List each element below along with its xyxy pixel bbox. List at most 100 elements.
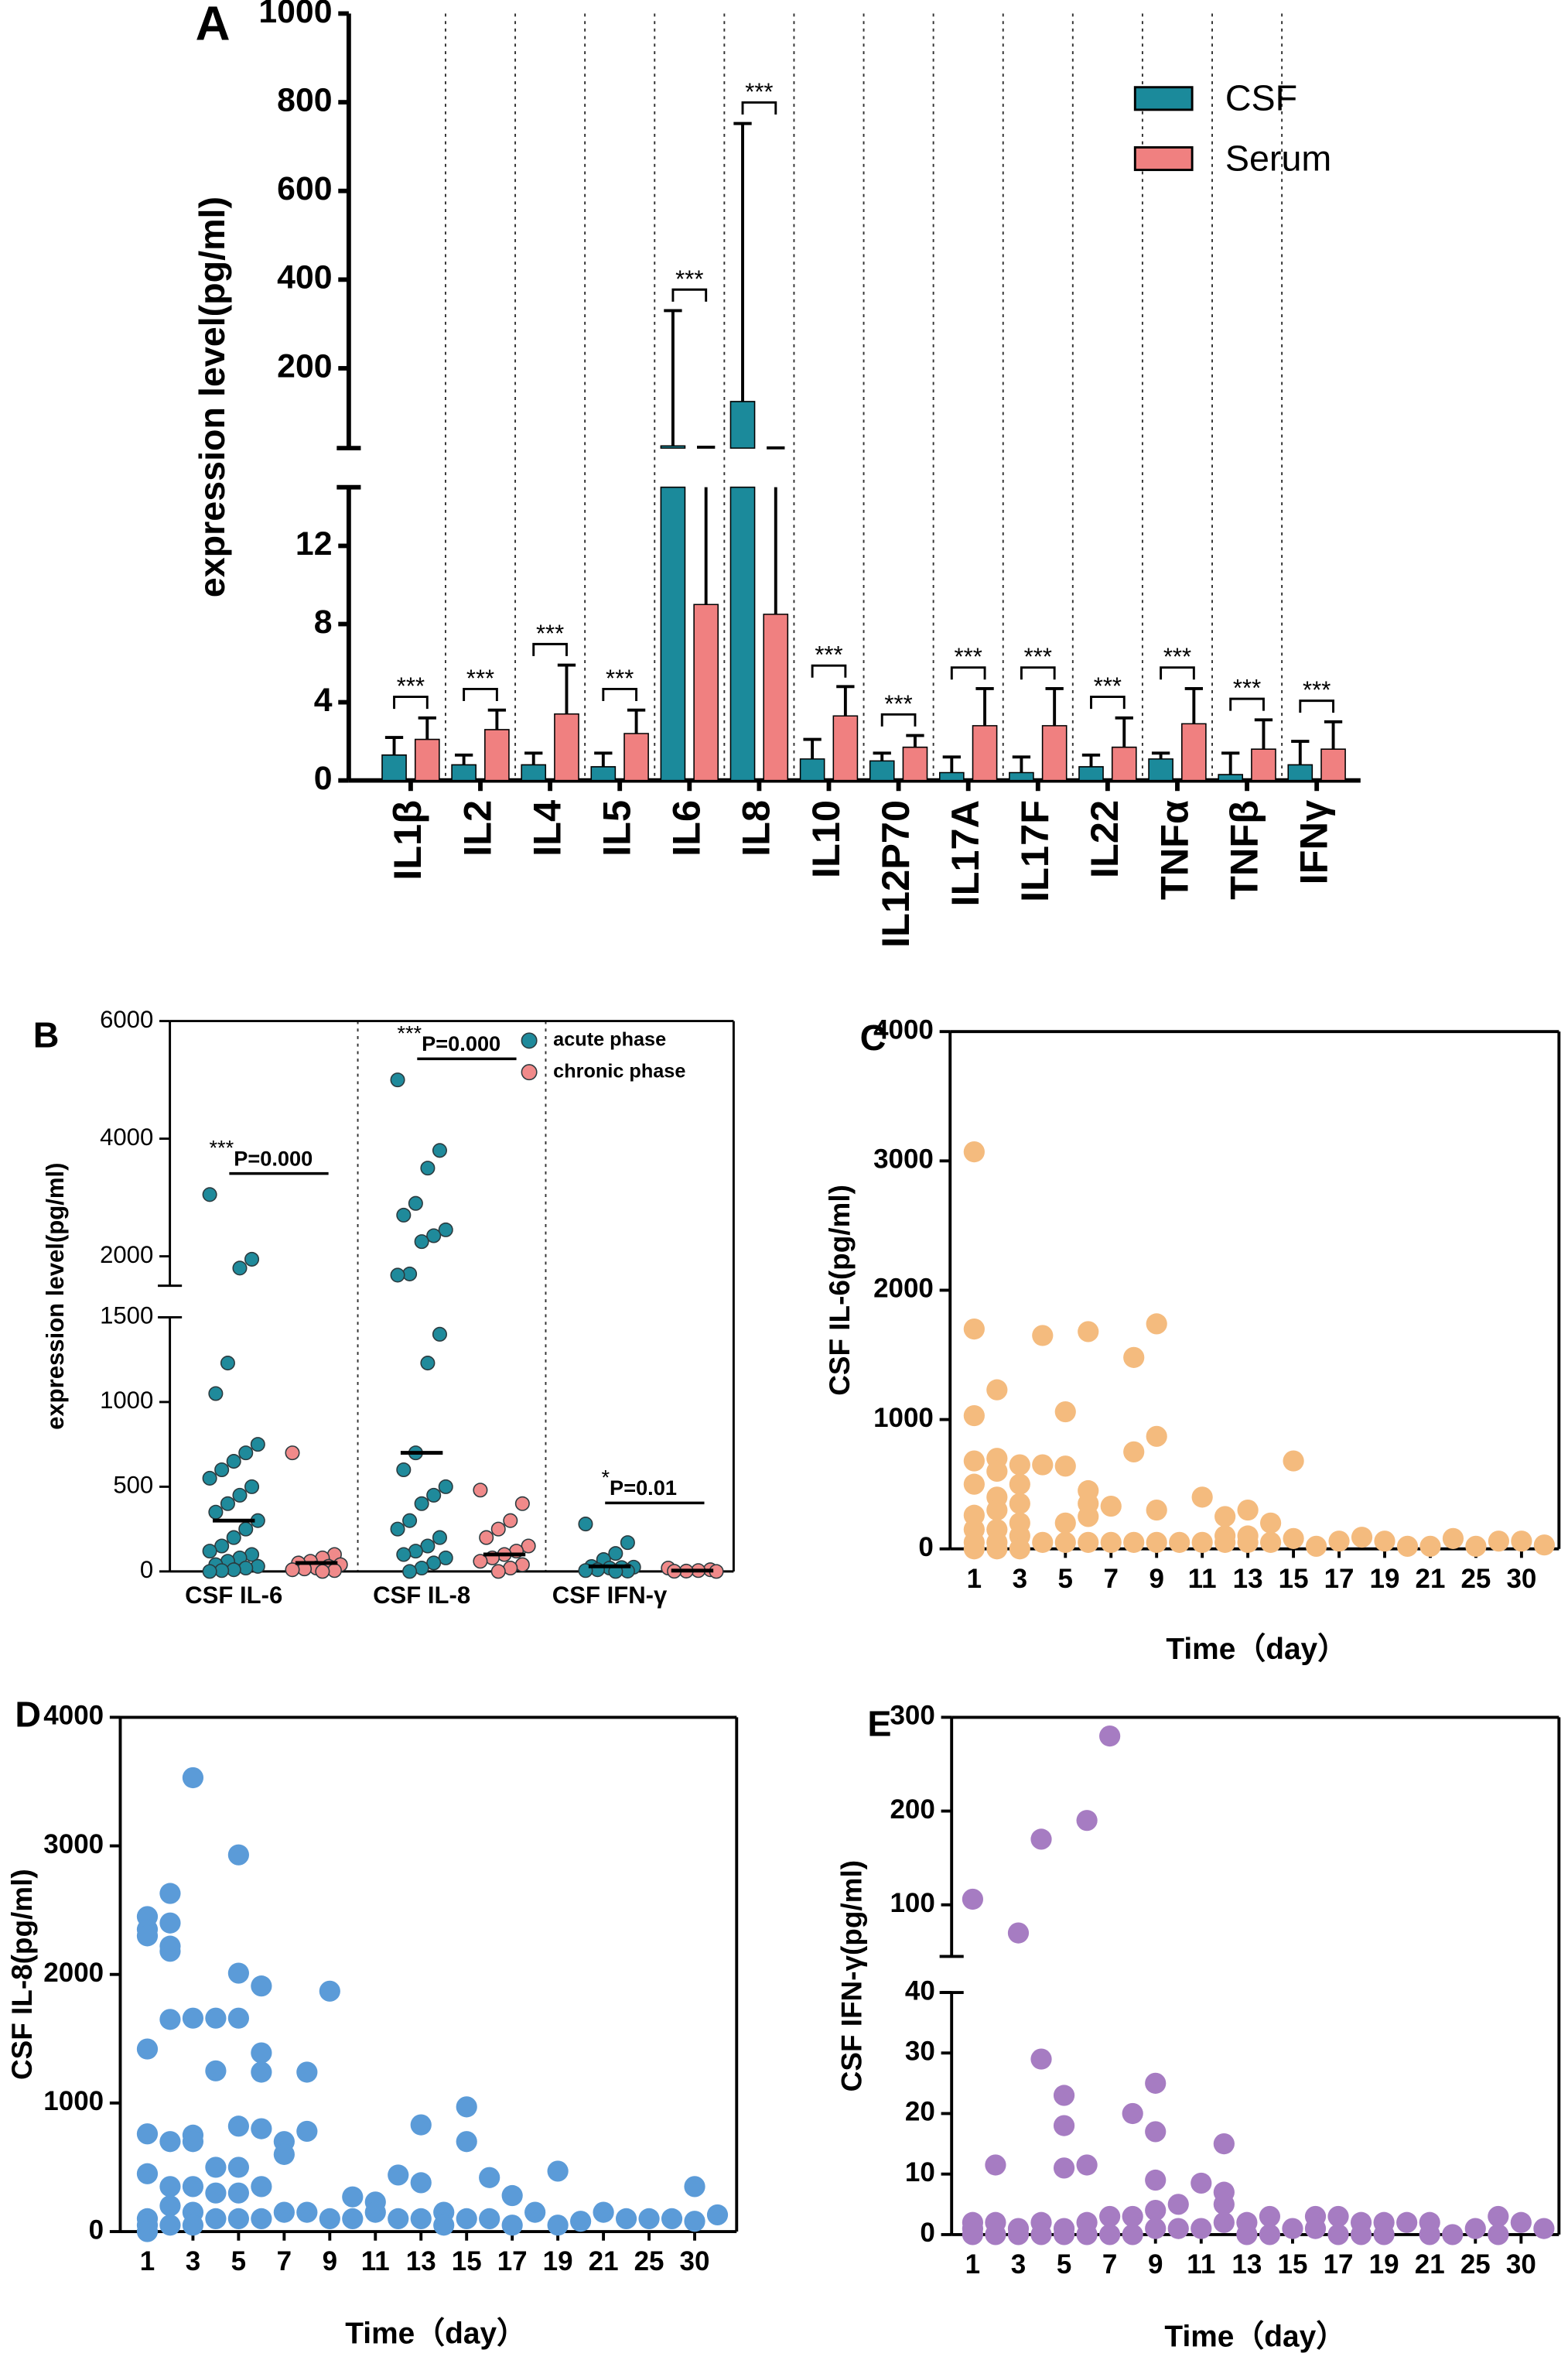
y-tick-label: 400 [277, 259, 332, 296]
significance-label: *** [466, 665, 494, 692]
y-tick-label: 800 [277, 81, 332, 118]
data-point [202, 1544, 217, 1559]
data-point [390, 1072, 405, 1088]
data-point [159, 2215, 181, 2236]
data-point [1054, 1401, 1076, 1423]
data-point [1327, 2224, 1349, 2245]
data-point [1237, 1499, 1259, 1521]
data-point [1145, 2200, 1167, 2221]
y-tick-label: 1500 [100, 1302, 153, 1329]
significance-stars: *** [209, 1136, 234, 1160]
x-tick-label: 21 [1416, 1564, 1446, 1594]
x-axis-label: Time（day） [1164, 2320, 1346, 2353]
error-bar [873, 751, 891, 761]
x-tick-label: 15 [452, 2246, 482, 2276]
data-point [1305, 1535, 1327, 1557]
bar [693, 604, 719, 782]
data-point [1327, 2205, 1349, 2228]
x-tick-label: 19 [1369, 2249, 1399, 2280]
data-point [251, 2118, 272, 2139]
significance-label: *** [397, 672, 425, 699]
data-point [1373, 2224, 1395, 2245]
data-point [1213, 2133, 1235, 2155]
data-point [1009, 1538, 1030, 1560]
data-point [319, 1980, 340, 2002]
y-axis-label: CSF IFN-γ(pg/ml) [836, 1860, 868, 2092]
error-bar [906, 734, 924, 747]
legend-marker [521, 1064, 538, 1081]
significance-label: *** [1303, 676, 1331, 703]
data-point [159, 1941, 181, 1962]
data-point [985, 2154, 1006, 2176]
error-bar [733, 121, 752, 402]
error-bar [1324, 720, 1343, 750]
bar [451, 764, 477, 782]
data-point [232, 1487, 248, 1503]
error-bar [627, 708, 646, 734]
data-point [1488, 1531, 1510, 1552]
data-point [1030, 1828, 1052, 1850]
significance-label: *** [1233, 675, 1261, 702]
data-point [1442, 1527, 1464, 1549]
data-point [547, 2160, 569, 2182]
data-point [1145, 2218, 1167, 2239]
x-tick-label: 13 [406, 2246, 436, 2276]
data-point [1419, 1535, 1441, 1557]
data-point [1283, 1527, 1304, 1549]
x-tick-label: 1 [140, 2246, 155, 2276]
data-point [1054, 1455, 1076, 1477]
data-point [208, 1504, 224, 1520]
error-bar [942, 755, 961, 773]
legend-swatch [1133, 86, 1194, 111]
x-tick-label: IL10 [804, 800, 848, 878]
data-point [1237, 1531, 1259, 1553]
x-tick-label: 30 [680, 2246, 710, 2276]
data-point [661, 2208, 683, 2230]
bar [799, 758, 825, 782]
y-tick-label: 8 [314, 604, 333, 641]
data-point [1053, 2157, 1075, 2179]
data-point [364, 2201, 386, 2223]
data-point [408, 1195, 423, 1211]
data-point [1214, 1531, 1236, 1553]
data-point [1145, 2121, 1167, 2143]
data-point [433, 2215, 455, 2236]
y-tick-label: 2000 [873, 1274, 934, 1304]
x-tick-label: 25 [1460, 2249, 1491, 2280]
significance-bracket [532, 642, 568, 656]
data-point [684, 2176, 705, 2198]
legend-label: chronic phase [553, 1060, 685, 1082]
x-tick-label: 3 [1013, 1564, 1027, 1594]
data-point [1054, 1531, 1076, 1553]
data-point [432, 1326, 447, 1342]
bar [1320, 748, 1346, 782]
y-tick-label: 100 [890, 1888, 934, 1918]
y-tick-label: 0 [140, 1556, 153, 1583]
data-point [1191, 1486, 1213, 1508]
y-axis-label: CSF IL-6(pg/ml) [824, 1185, 856, 1396]
data-point [593, 2201, 614, 2223]
data-point [410, 2114, 432, 2136]
data-point [182, 2176, 204, 2198]
data-point [273, 2143, 295, 2165]
data-point [479, 2208, 500, 2230]
data-point [426, 1487, 442, 1503]
data-point [1214, 1506, 1236, 1527]
panel-label: D [15, 1695, 41, 1735]
significance-stars: *** [397, 1021, 422, 1045]
data-point [410, 2172, 432, 2194]
data-point [1009, 1473, 1030, 1495]
data-point [136, 2038, 159, 2060]
data-point [1396, 1535, 1419, 1557]
y-tick-label: 4 [314, 682, 333, 719]
data-point [202, 1564, 217, 1579]
data-point [1030, 2048, 1052, 2070]
data-point [1100, 1495, 1122, 1517]
data-point [396, 1462, 412, 1478]
data-point [319, 2208, 340, 2230]
x-tick-label: 15 [1278, 2249, 1308, 2280]
panel-label: E [867, 1703, 891, 1743]
data-point [315, 1564, 330, 1579]
y-tick-label: 0 [918, 1532, 933, 1562]
significance-bracket [811, 664, 847, 678]
